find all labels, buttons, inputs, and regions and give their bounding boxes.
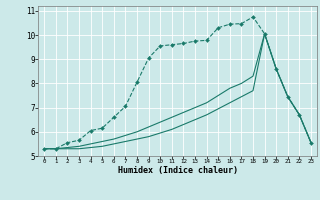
X-axis label: Humidex (Indice chaleur): Humidex (Indice chaleur) (118, 166, 238, 175)
